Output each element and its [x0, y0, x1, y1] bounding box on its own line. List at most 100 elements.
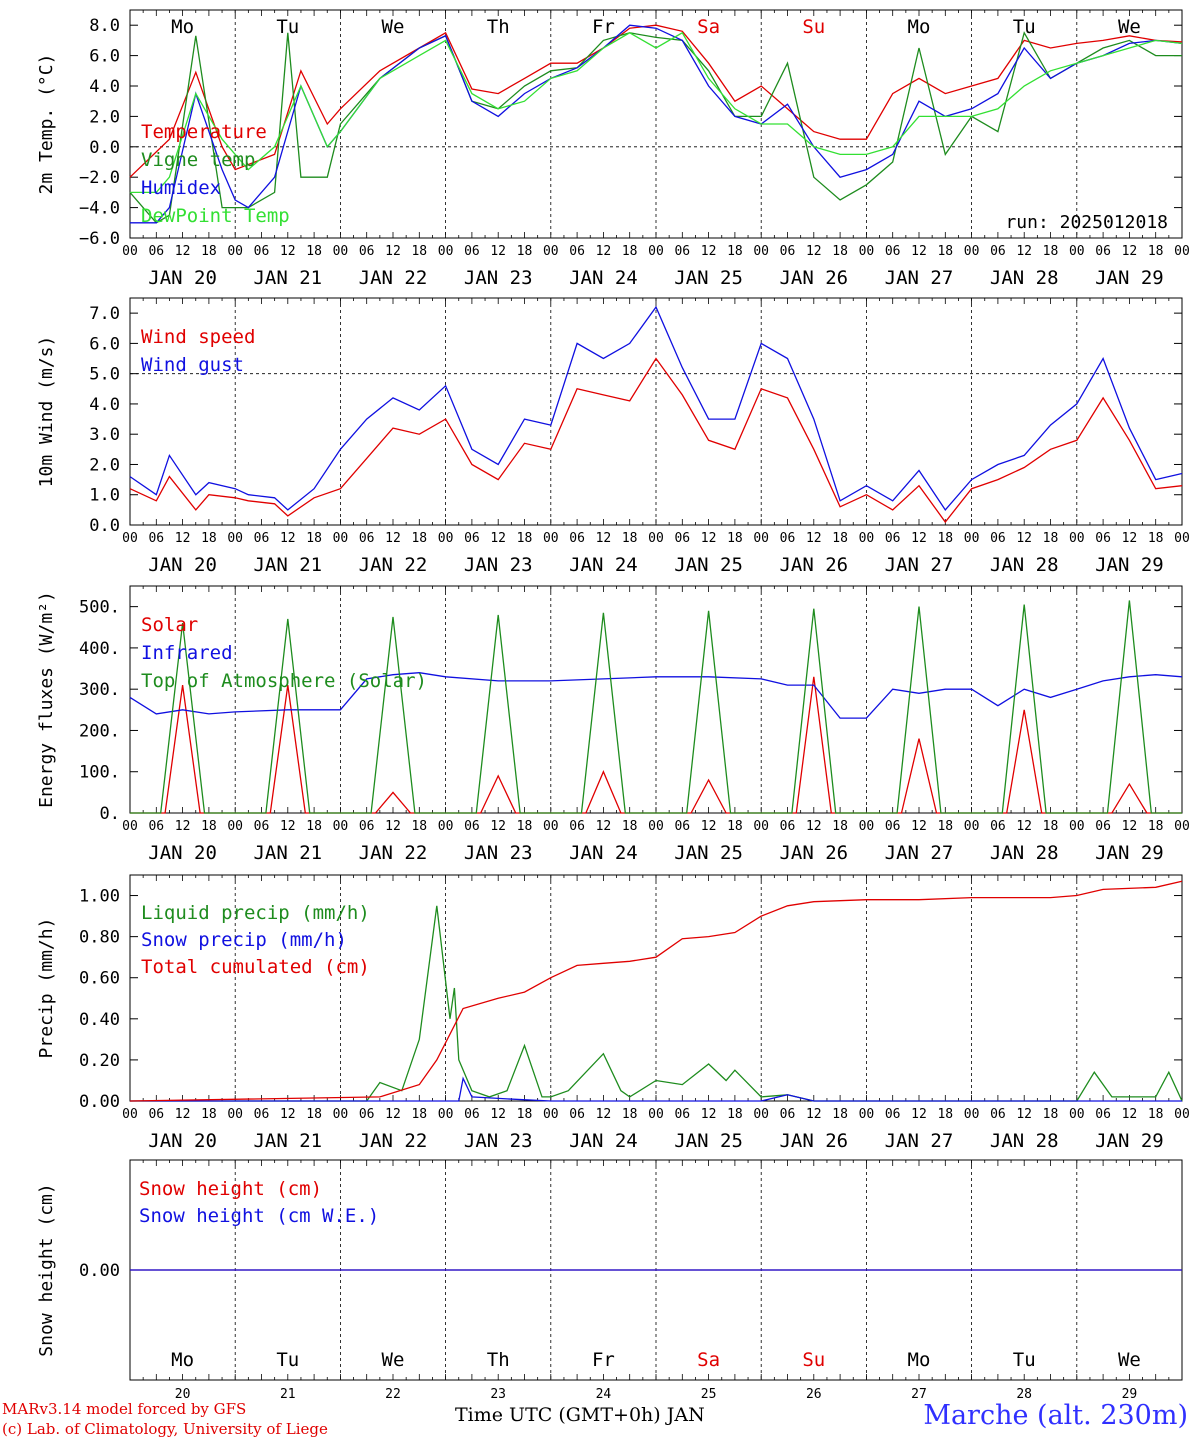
y-axis-label: 10m Wind (m/s) [36, 336, 57, 488]
day-label: JAN 24 [569, 267, 638, 289]
hour-tick-label: 12 [701, 244, 717, 259]
hour-tick-label: 00 [438, 1107, 454, 1122]
weekday-label: Tu [276, 16, 299, 38]
hour-tick-label: 18 [411, 244, 427, 259]
hour-tick-label: 12 [806, 531, 822, 546]
hour-tick-label: 06 [464, 1107, 480, 1122]
day-label: JAN 26 [779, 554, 848, 576]
weekday-label: Mo [908, 16, 931, 38]
hour-tick-label: 12 [806, 244, 822, 259]
weekday-label: Sa [697, 1349, 720, 1371]
hour-tick-label: 06 [674, 244, 690, 259]
model-credit: MARv3.14 model forced by GFS [2, 1400, 247, 1418]
hour-tick-label: 06 [1095, 531, 1111, 546]
day-label: JAN 24 [569, 1130, 638, 1152]
hour-tick-label: 12 [596, 819, 612, 834]
panel-5: 0.00 Snow height (cm) Snow height (cm) Snow… [36, 1159, 1183, 1402]
weekday-label: Tu [1013, 1349, 1036, 1371]
hour-tick-label: 12 [490, 1107, 506, 1122]
station-name: Marche (alt. 230m) [923, 1400, 1188, 1431]
legend-entry: Snow height (cm W.E.) [139, 1205, 379, 1227]
hour-tick-label: 06 [674, 819, 690, 834]
hour-tick-label: 00 [1174, 244, 1190, 259]
day-label: JAN 25 [674, 842, 743, 864]
hour-tick-label: 06 [780, 531, 796, 546]
hour-tick-label: 06 [254, 244, 270, 259]
hour-tick-label: 12 [385, 531, 401, 546]
hour-tick-label: 18 [622, 531, 638, 546]
day-number-label: 25 [701, 1387, 717, 1402]
hour-tick-label: 18 [832, 819, 848, 834]
day-label: JAN 21 [253, 842, 322, 864]
series-line-2 [129, 305, 1183, 511]
series-line-2 [129, 672, 1183, 719]
day-label: JAN 21 [253, 267, 322, 289]
hour-tick-label: 06 [569, 819, 585, 834]
hour-tick-label: 18 [1148, 819, 1164, 834]
hour-tick-label: 18 [517, 244, 533, 259]
day-label: JAN 21 [253, 1130, 322, 1152]
day-label: JAN 28 [990, 554, 1059, 576]
hour-tick-label: 00 [543, 244, 559, 259]
day-label: JAN 22 [359, 267, 428, 289]
series-line-3 [130, 24, 1183, 224]
hour-tick-label: 06 [569, 531, 585, 546]
hour-tick-label: 00 [333, 819, 349, 834]
day-label: JAN 29 [1095, 842, 1164, 864]
hour-tick-label: 18 [1148, 244, 1164, 259]
hour-tick-label: 12 [490, 819, 506, 834]
y-tick-label: 2.0 [89, 455, 120, 475]
hour-tick-label: 00 [753, 819, 769, 834]
hour-tick-label: 12 [1122, 244, 1138, 259]
hour-tick-label: 18 [622, 244, 638, 259]
y-tick-label: 6.0 [89, 334, 120, 354]
series-line-1 [130, 905, 1183, 1102]
weekday-label: Mo [908, 1349, 931, 1371]
y-tick-label: −4.0 [79, 199, 120, 219]
hour-tick-label: 18 [201, 531, 217, 546]
day-label: JAN 27 [885, 267, 954, 289]
hour-tick-label: 06 [780, 819, 796, 834]
day-label: JAN 23 [464, 842, 533, 864]
hour-tick-label: 00 [648, 1107, 664, 1122]
hour-tick-label: 12 [385, 819, 401, 834]
hour-tick-label: 00 [333, 1107, 349, 1122]
day-label: JAN 27 [885, 842, 954, 864]
y-tick-label: 300. [79, 680, 120, 700]
day-label: JAN 28 [990, 1130, 1059, 1152]
hour-tick-label: 06 [254, 819, 270, 834]
y-tick-label: 0.0 [89, 138, 120, 158]
panel-2: 7.0 6.0 5.0 4.0 3.0 2.0 1.0 0.0 10m Wind (m/s) Wi… [36, 297, 1190, 576]
y-tick-label: 500. [79, 598, 120, 618]
hour-tick-label: 00 [1069, 244, 1085, 259]
series-line-2 [129, 31, 1182, 224]
hour-tick-label: 00 [227, 1107, 243, 1122]
day-number-label: 20 [175, 1387, 191, 1402]
hour-tick-label: 00 [1069, 819, 1085, 834]
day-label: JAN 29 [1095, 267, 1164, 289]
series-line-1 [129, 24, 1183, 178]
hour-tick-label: 18 [306, 244, 322, 259]
hour-tick-label: 18 [622, 1107, 638, 1122]
day-label: JAN 26 [779, 1130, 848, 1152]
day-label: JAN 24 [569, 842, 638, 864]
day-label: JAN 29 [1095, 554, 1164, 576]
y-tick-label: 1.0 [89, 486, 120, 506]
time-axis-label: Time UTC (GMT+0h) JAN [455, 1404, 705, 1426]
hour-tick-label: 06 [464, 244, 480, 259]
y-tick-label: 0.20 [79, 1051, 120, 1071]
hour-tick-label: 18 [622, 819, 638, 834]
hour-tick-label: 18 [201, 244, 217, 259]
hour-tick-label: 12 [911, 819, 927, 834]
series-line-2 [130, 1076, 1182, 1102]
y-tick-label: 0.40 [79, 1010, 120, 1030]
hour-tick-label: 06 [990, 244, 1006, 259]
legend-entry: Wind gust [141, 354, 244, 376]
y-axis-label: 2m Temp. (°C) [36, 54, 57, 195]
hour-tick-label: 06 [254, 1107, 270, 1122]
panel-4: 1.00 0.80 0.60 0.40 0.20 0.00 Precip (mm/h) Liq… [36, 874, 1190, 1152]
hour-tick-label: 18 [937, 819, 953, 834]
weekday-label: We [1118, 16, 1141, 38]
hour-tick-label: 00 [964, 1107, 980, 1122]
